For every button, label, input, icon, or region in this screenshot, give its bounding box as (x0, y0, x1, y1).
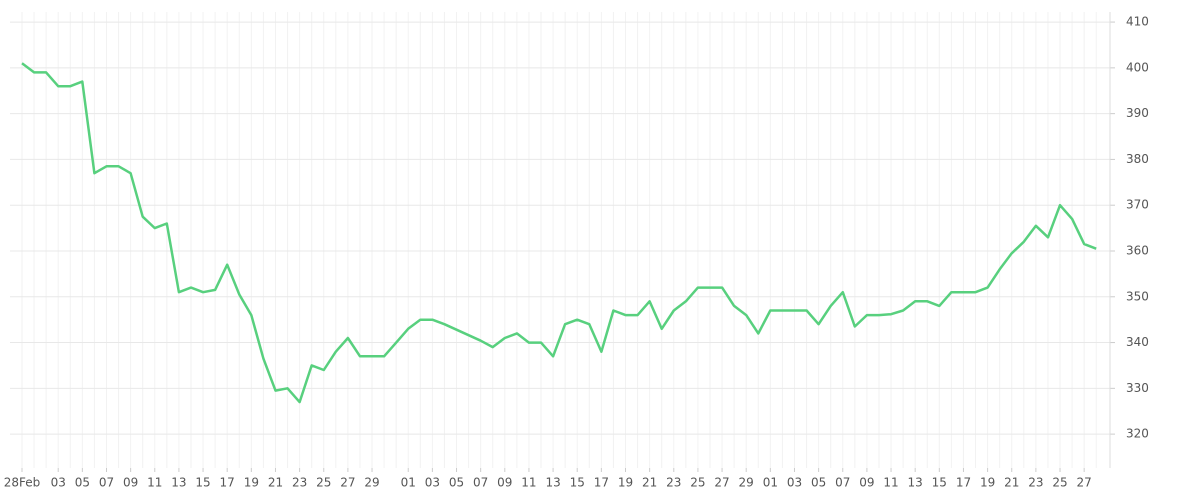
x-tick-label: 21 (1004, 476, 1019, 490)
x-tick-label: 17 (956, 476, 971, 490)
x-tick-label: 05 (449, 476, 464, 490)
x-tick-label: 27 (1077, 476, 1092, 490)
x-tick-label: 03 (51, 476, 66, 490)
x-tick-label: 25 (690, 476, 705, 490)
x-tick-label: 01 (401, 476, 416, 490)
y-tick-label: 360 (1126, 243, 1149, 257)
x-tick-label: 15 (195, 476, 210, 490)
y-tick-label: 350 (1126, 289, 1149, 303)
x-tick-label: 01 (763, 476, 778, 490)
x-tick-label: 13 (908, 476, 923, 490)
x-tick-label: 19 (244, 476, 259, 490)
x-tick-label: 05 (811, 476, 826, 490)
line (21, 62, 1097, 404)
x-tick-label: 09 (497, 476, 512, 490)
x-tick-label: 23 (292, 476, 307, 490)
x-tick-label: 25 (1052, 476, 1067, 490)
x-tick-label: 05 (75, 476, 90, 490)
x-tick-label: 29 (364, 476, 379, 490)
x-tick-label: 21 (642, 476, 657, 490)
x-tick-label: 27 (714, 476, 729, 490)
x-tick-label: 17 (594, 476, 609, 490)
y-tick-label: 320 (1126, 427, 1149, 441)
x-tick-label: 11 (147, 476, 162, 490)
y-tick-label: 410 (1126, 15, 1149, 29)
x-tick-label: 07 (99, 476, 114, 490)
y-tick-label: 400 (1126, 60, 1149, 74)
x-tick-label: 03 (787, 476, 802, 490)
y-tick-label: 380 (1126, 152, 1149, 166)
y-tick-label: 340 (1126, 335, 1149, 349)
x-tick-label: 13 (171, 476, 186, 490)
x-tick-label: 15 (570, 476, 585, 490)
x-tick-label: 19 (618, 476, 633, 490)
x-tick-label: 23 (1028, 476, 1043, 490)
x-tick-label: 11 (521, 476, 536, 490)
x-tick-label: 11 (883, 476, 898, 490)
x-tick-label: 29 (739, 476, 754, 490)
x-tick-label: 28Feb (4, 476, 41, 490)
x-tick-label: 09 (859, 476, 874, 490)
x-tick-label: 19 (980, 476, 995, 490)
x-tick-label: 07 (473, 476, 488, 490)
x-tick-label: 17 (220, 476, 235, 490)
y-tick-label: 370 (1126, 198, 1149, 212)
y-tick-label: 330 (1126, 381, 1149, 395)
x-tick-label: 23 (666, 476, 681, 490)
x-tick-label: 21 (268, 476, 283, 490)
x-tick-label: 15 (932, 476, 947, 490)
x-tick-label: 07 (835, 476, 850, 490)
y-tick-label: 390 (1126, 106, 1149, 120)
x-tick-label: 25 (316, 476, 331, 490)
x-tick-label: 09 (123, 476, 138, 490)
x-tick-label: 03 (425, 476, 440, 490)
x-tick-label: 13 (545, 476, 560, 490)
x-tick-label: 27 (340, 476, 355, 490)
